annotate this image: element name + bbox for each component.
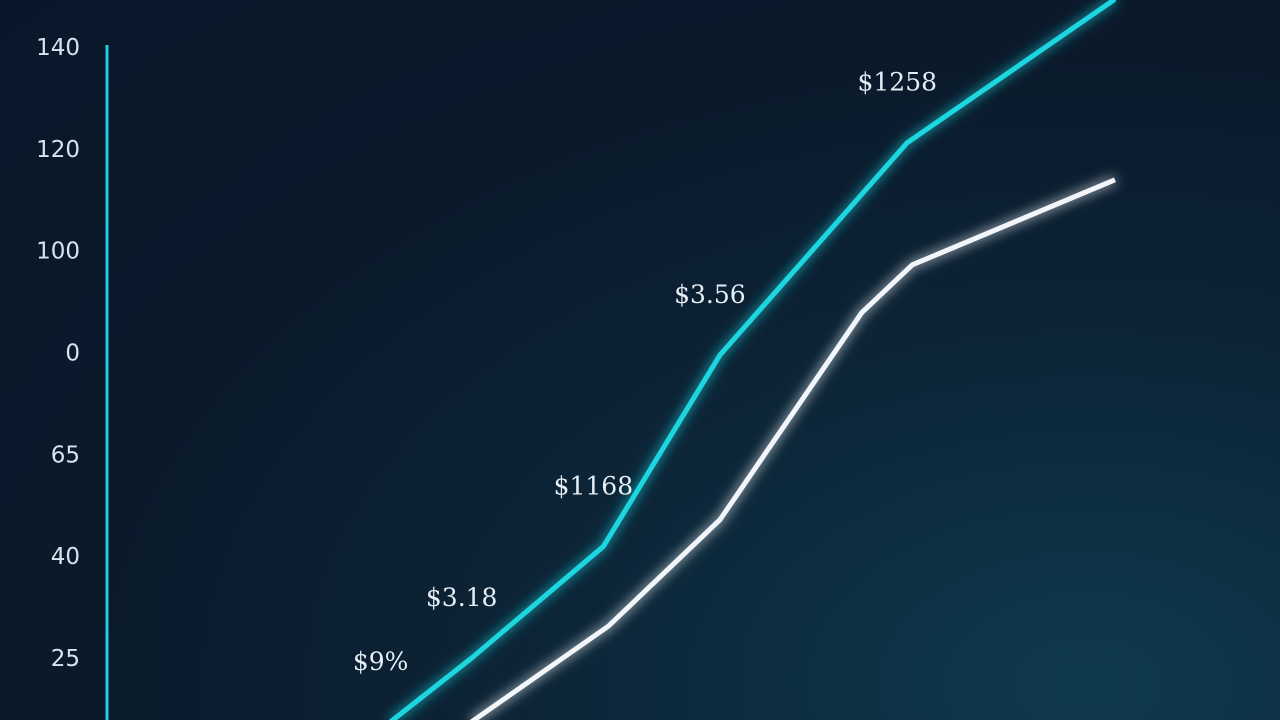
data-label: $9%: [353, 647, 409, 676]
y-tick-label: 25: [51, 646, 80, 672]
data-label: $3.18: [426, 583, 498, 612]
data-label: $3.56: [674, 280, 746, 309]
y-tick-label: 120: [36, 137, 80, 163]
data-label: $1258: [858, 68, 938, 97]
series-line-2: [470, 177, 1116, 720]
data-label: $1168: [554, 471, 634, 500]
y-tick-label: 0: [65, 341, 80, 367]
y-tick-label: 100: [36, 239, 80, 265]
y-tick-label: 40: [51, 544, 80, 570]
y-tick-label: 65: [51, 442, 80, 468]
y-tick-label: 140: [36, 35, 80, 61]
series-line-1: [389, 0, 1117, 720]
